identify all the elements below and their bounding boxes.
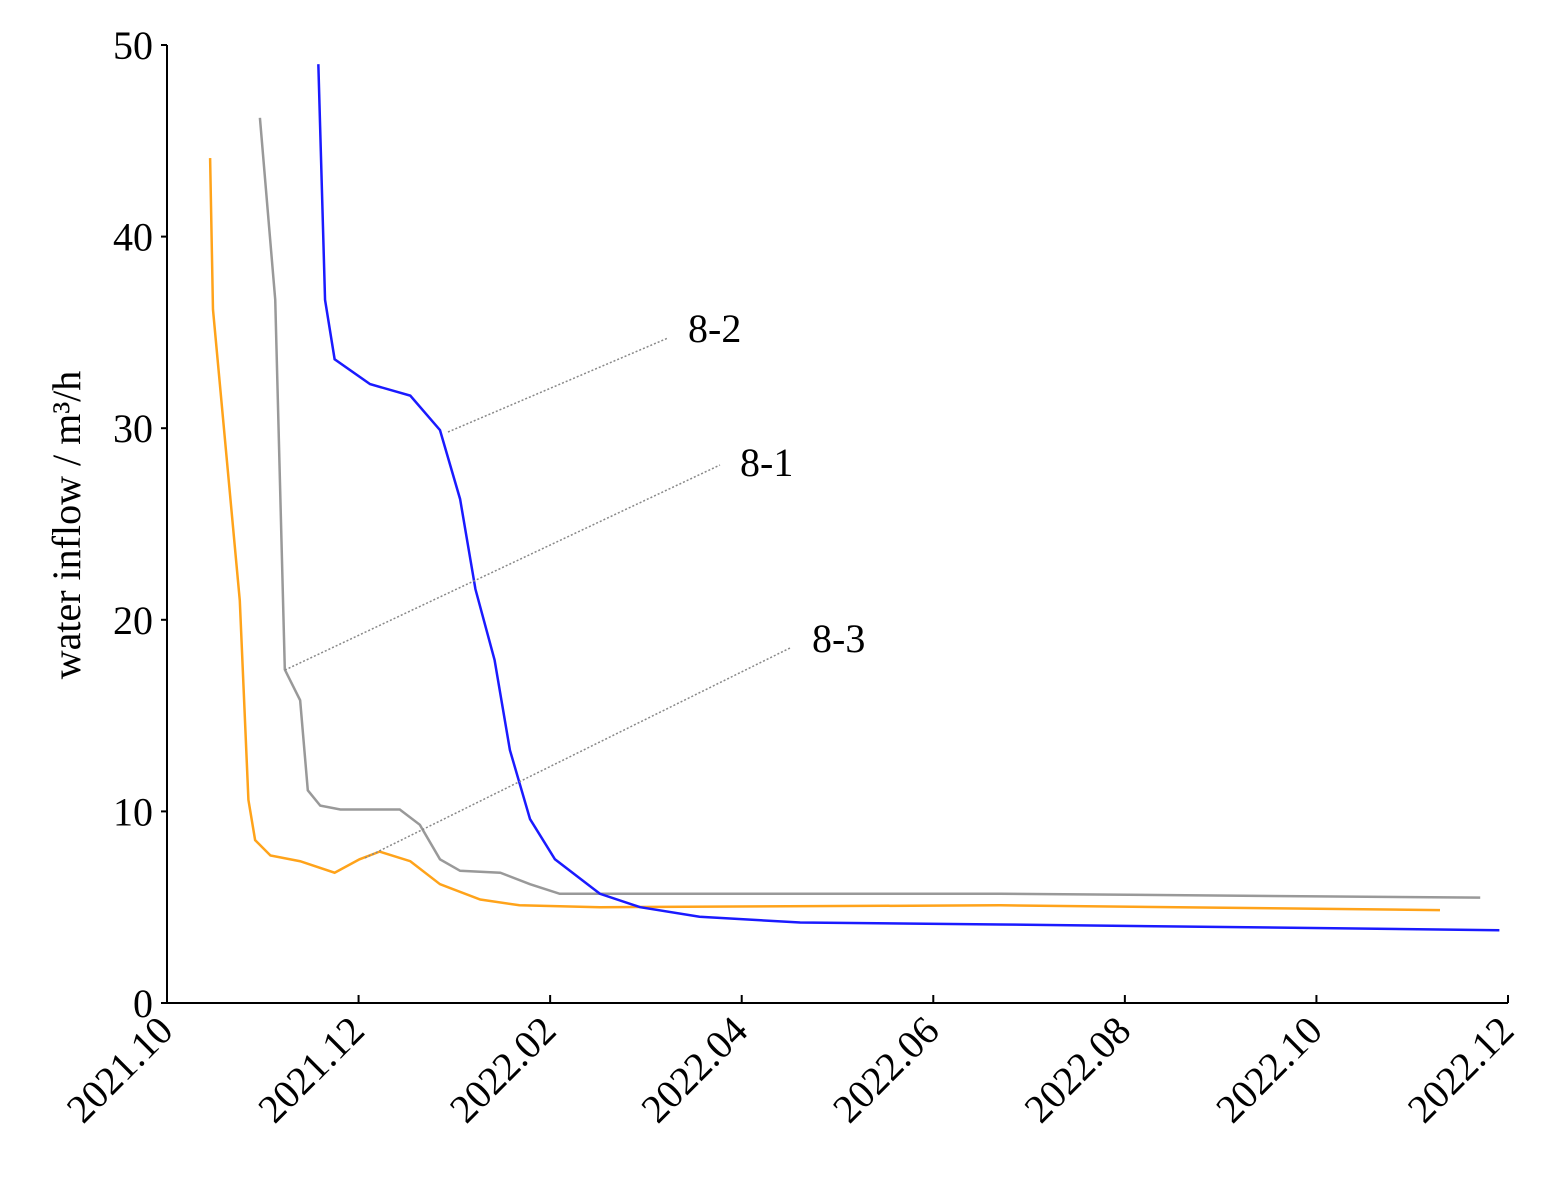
y-axis-label: water inflow / m³/h [44, 371, 89, 680]
series-label: 8-3 [812, 616, 865, 661]
leader-line [447, 337, 669, 433]
series-label: 8-2 [688, 306, 741, 351]
series-line [317, 64, 1500, 932]
y-tick-label: 50 [113, 23, 153, 68]
x-tick-label: 2022.12 [1399, 1008, 1523, 1132]
leader-line [364, 647, 791, 859]
x-tick-label: 2022.08 [1015, 1008, 1139, 1132]
x-tick-label: 2022.02 [441, 1008, 565, 1132]
x-tick-label: 2021.12 [249, 1008, 373, 1132]
x-tick-label: 2022.04 [632, 1008, 756, 1132]
x-tick-label: 2021.10 [58, 1008, 182, 1132]
y-tick-label: 30 [113, 406, 153, 451]
y-tick-label: 0 [133, 981, 153, 1026]
x-tick-label: 2022.06 [824, 1008, 948, 1132]
series-line [258, 117, 1481, 899]
series-label: 8-1 [740, 440, 793, 485]
leader-line [284, 464, 721, 671]
y-tick-label: 40 [113, 215, 153, 260]
x-tick-label: 2022.10 [1207, 1008, 1331, 1132]
series-line [208, 158, 1441, 912]
y-tick-label: 10 [113, 789, 153, 834]
y-tick-label: 20 [113, 598, 153, 643]
